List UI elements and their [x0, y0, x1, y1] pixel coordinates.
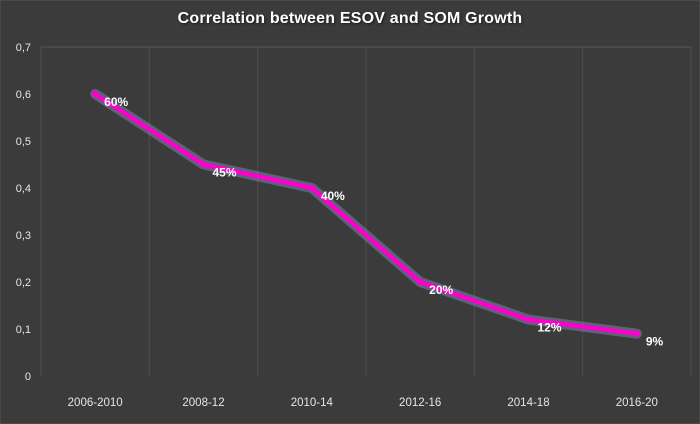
y-axis-tick-label: 0,6	[16, 89, 31, 101]
data-label: 60%	[104, 95, 128, 109]
y-axis-tick-label: 0,1	[16, 324, 31, 336]
x-axis-category-label: 2012-16	[399, 397, 441, 409]
data-point-marker	[200, 161, 207, 168]
data-point-marker	[416, 278, 424, 286]
y-axis-tick-label: 0	[25, 371, 31, 383]
data-label: 9%	[646, 335, 664, 349]
data-point-marker	[633, 330, 641, 337]
data-label: 20%	[429, 283, 453, 297]
y-axis-tick-label: 0,3	[16, 230, 31, 242]
x-axis-category-label: 2008-12	[182, 397, 224, 409]
data-label: 12%	[538, 321, 562, 335]
x-axis-category-label: 2010-14	[291, 397, 334, 409]
data-point-marker	[525, 316, 532, 323]
data-point-marker	[91, 90, 99, 98]
data-label: 45%	[213, 166, 237, 180]
x-axis-category-label: 2014-18	[507, 397, 549, 409]
y-axis-tick-label: 0,2	[16, 277, 31, 289]
y-axis-tick-label: 0,7	[16, 42, 31, 54]
chart-title: Correlation between ESOV and SOM Growth	[177, 10, 523, 27]
series-line	[92, 91, 640, 336]
y-axis-tick-label: 0,4	[16, 183, 31, 195]
x-axis-category-label: 2006-2010	[68, 397, 123, 409]
x-axis-category-label: 2016-20	[616, 397, 658, 409]
data-label: 40%	[321, 189, 345, 203]
y-axis-tick-label: 0,5	[16, 136, 31, 148]
data-point-marker	[308, 184, 316, 192]
